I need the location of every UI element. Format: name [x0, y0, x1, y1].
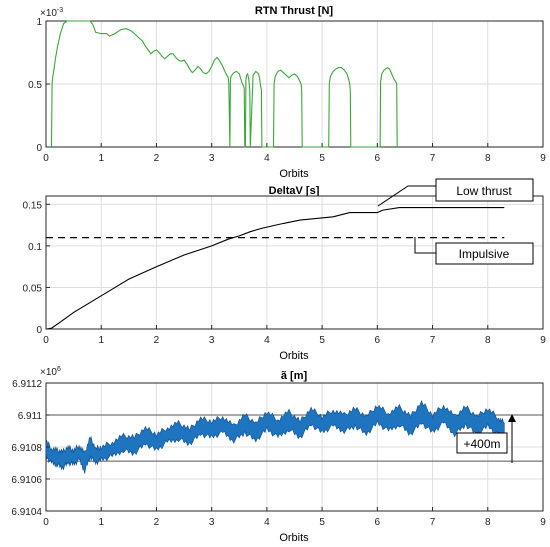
thrust-x-tick-label: 1: [98, 153, 104, 164]
deltav-x-label: Orbits: [279, 350, 309, 362]
sma-y-ticks: 6.9104 6.9106 6.9108 6.911 6.9112: [11, 379, 50, 518]
thrust-series-line: [50, 20, 398, 148]
sma-y-exponent: ×106: [40, 366, 61, 378]
deltav-x-tick-label: 0: [43, 335, 49, 346]
deltav-y-tick-label: 0.05: [23, 283, 43, 294]
deltav-y-ticks: 0 0.05 0.1 0.15: [23, 200, 50, 336]
amplitude-callout-text: +400m: [463, 437, 500, 451]
thrust-grid: [45, 20, 544, 148]
sma-y-tick-label: 6.9112: [12, 379, 42, 390]
thrust-x-tick-label: 6: [375, 153, 381, 164]
low-thrust-callout-box: [435, 178, 534, 202]
sma-y-exponent-power: 6: [57, 366, 61, 373]
sma-x-label: Orbits: [279, 532, 309, 544]
sma-y-tick-label: 6.9104: [11, 507, 42, 518]
sma-envelope-band: [45, 400, 505, 474]
deltav-x-tick-label: 2: [154, 335, 160, 346]
sma-x-tick-label: 9: [540, 517, 546, 528]
deltav-x-tick-label: 8: [485, 335, 491, 346]
thrust-title: RTN Thrust [N]: [255, 5, 334, 17]
low-thrust-leader-line: [377, 185, 436, 207]
sma-x-tick-label: 2: [154, 517, 160, 528]
thrust-x-ticks: 0 1 2 3 4 5 6 7 8 9: [43, 143, 546, 164]
deltav-panel: DeltaV [s] 0 1 2 3 4 5 6 7 8 9 0 0.05 0.1 0.15 Orbit…: [23, 178, 546, 362]
low-thrust-line: [45, 207, 505, 330]
sma-x-tick-label: 3: [209, 517, 215, 528]
deltav-x-tick-label: 4: [264, 335, 270, 346]
thrust-x-tick-label: 3: [209, 153, 215, 164]
sma-x-tick-label: 1: [98, 517, 104, 528]
impulsive-callout-text: Impulsive: [459, 247, 510, 261]
deltav-x-tick-label: 1: [98, 335, 104, 346]
impulsive-callout-box: [435, 242, 534, 265]
sma-y-tick-label: 6.9108: [11, 443, 42, 454]
thrust-y-exponent: ×10-3: [40, 7, 63, 19]
deltav-x-tick-label: 7: [430, 335, 436, 346]
deltav-x-tick-label: 9: [540, 335, 546, 346]
low-thrust-callout-text: Low thrust: [456, 184, 512, 198]
amplitude-callout-box: [456, 432, 508, 454]
sma-x-tick-label: 4: [264, 517, 270, 528]
deltav-x-tick-label: 5: [319, 335, 325, 346]
thrust-y-tick-label: 1: [36, 17, 42, 28]
impulsive-leader-line: [414, 237, 436, 254]
sma-y-tick-label: 6.911: [18, 411, 43, 422]
thrust-y-tick-label: 0: [36, 143, 42, 154]
deltav-x-tick-label: 3: [209, 335, 215, 346]
sma-x-tick-label: 8: [485, 517, 491, 528]
deltav-y-tick-label: 0: [36, 325, 42, 336]
deltav-x-ticks: 0 1 2 3 4 5 6 7 8 9: [43, 325, 546, 346]
sma-panel: ã [m] ×106 0 1 2 3 4 5 6 7 8 9 6.9104 6.9106 6.9108…: [11, 366, 546, 544]
sma-x-tick-label: 0: [43, 517, 49, 528]
sma-x-tick-label: 6: [375, 517, 381, 528]
deltav-y-tick-label: 0.15: [23, 200, 43, 211]
sma-x-ticks: 0 1 2 3 4 5 6 7 8 9: [43, 507, 546, 528]
thrust-x-tick-label: 0: [43, 153, 49, 164]
thrust-y-tick-label: 0.5: [28, 80, 42, 91]
deltav-axes-box: [45, 195, 544, 330]
thrust-x-tick-label: 5: [319, 153, 325, 164]
thrust-y-exponent-power: -3: [57, 7, 63, 14]
sma-title: ã [m]: [281, 370, 308, 382]
deltav-y-tick-label: 0.1: [28, 242, 42, 253]
thrust-x-tick-label: 2: [154, 153, 160, 164]
sma-x-tick-label: 5: [319, 517, 325, 528]
thrust-x-tick-label: 7: [430, 153, 436, 164]
thrust-x-label: Orbits: [279, 168, 309, 180]
deltav-x-tick-label: 6: [375, 335, 381, 346]
deltav-title: DeltaV [s]: [269, 185, 320, 197]
sma-y-tick-label: 6.9106: [11, 475, 42, 486]
thrust-y-ticks: 00.51: [28, 17, 50, 154]
thrust-x-tick-label: 8: [485, 153, 491, 164]
thrust-x-tick-label: 9: [540, 153, 546, 164]
sma-x-tick-label: 7: [430, 517, 436, 528]
thrust-x-tick-label: 4: [264, 153, 270, 164]
amplitude-arrow-head: [508, 414, 516, 422]
